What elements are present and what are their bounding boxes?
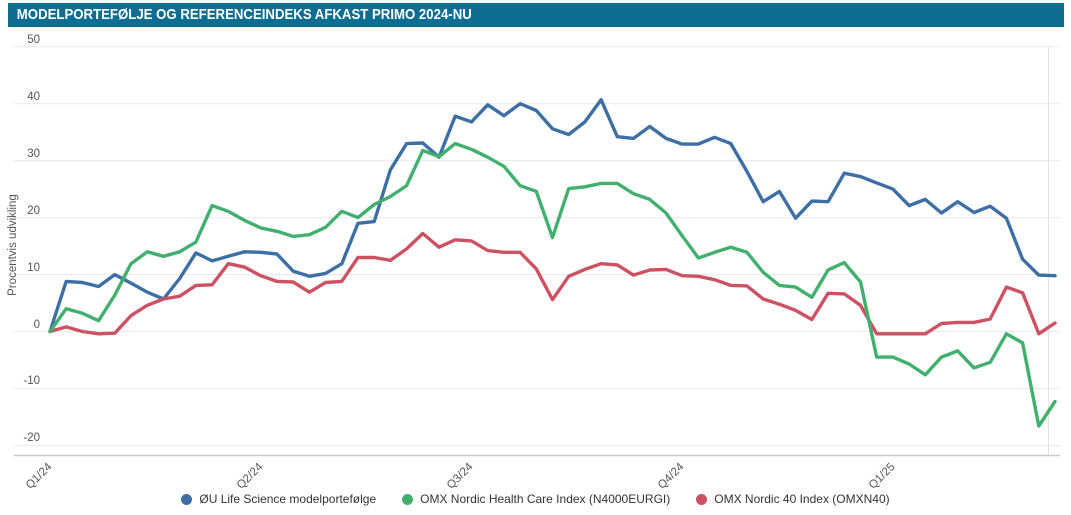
legend-label: ØU Life Science modelportefølge	[199, 492, 377, 506]
y-tick-label-40: 40	[27, 90, 40, 103]
y-tick-label-50: 50	[27, 33, 40, 46]
y-tick-label-30: 30	[27, 147, 40, 160]
series-line-omx	[48, 231, 1057, 336]
y-tick-label-20: 20	[27, 204, 40, 217]
legend-item-0: ØU Life Science modelportefølge	[181, 492, 376, 506]
y-tick-label--10: -10	[23, 375, 40, 388]
legend-dot-icon	[696, 493, 708, 505]
y-tick-label-0: 0	[33, 318, 40, 331]
legend-label: OMX Nordic 40 Index (OMXN40)	[714, 492, 890, 506]
legend-dot-icon	[181, 493, 193, 505]
legend-item-1: OMX Nordic Health Care Index (N4000EURGI…	[402, 492, 670, 506]
series-line-omx	[48, 141, 1057, 428]
chart-legend: ØU Life Science modelportefølge OMX Nordi…	[0, 492, 1071, 506]
series-line-øu	[48, 97, 1057, 334]
y-axis-title: Procentvis udvikling	[7, 194, 19, 296]
y-tick-label--20: -20	[23, 432, 40, 445]
legend-item-2: OMX Nordic 40 Index (OMXN40)	[696, 492, 890, 506]
legend-dot-icon	[402, 493, 414, 505]
title-banner: MODELPORTEFØLJE OG REFERENCEINDEKS AFKAS…	[8, 3, 1064, 27]
legend-label: OMX Nordic Health Care Index (N4000EURGI…	[420, 492, 671, 506]
y-tick-label-10: 10	[27, 261, 40, 274]
chart-title: MODELPORTEFØLJE OG REFERENCEINDEKS AFKAS…	[16, 6, 472, 23]
